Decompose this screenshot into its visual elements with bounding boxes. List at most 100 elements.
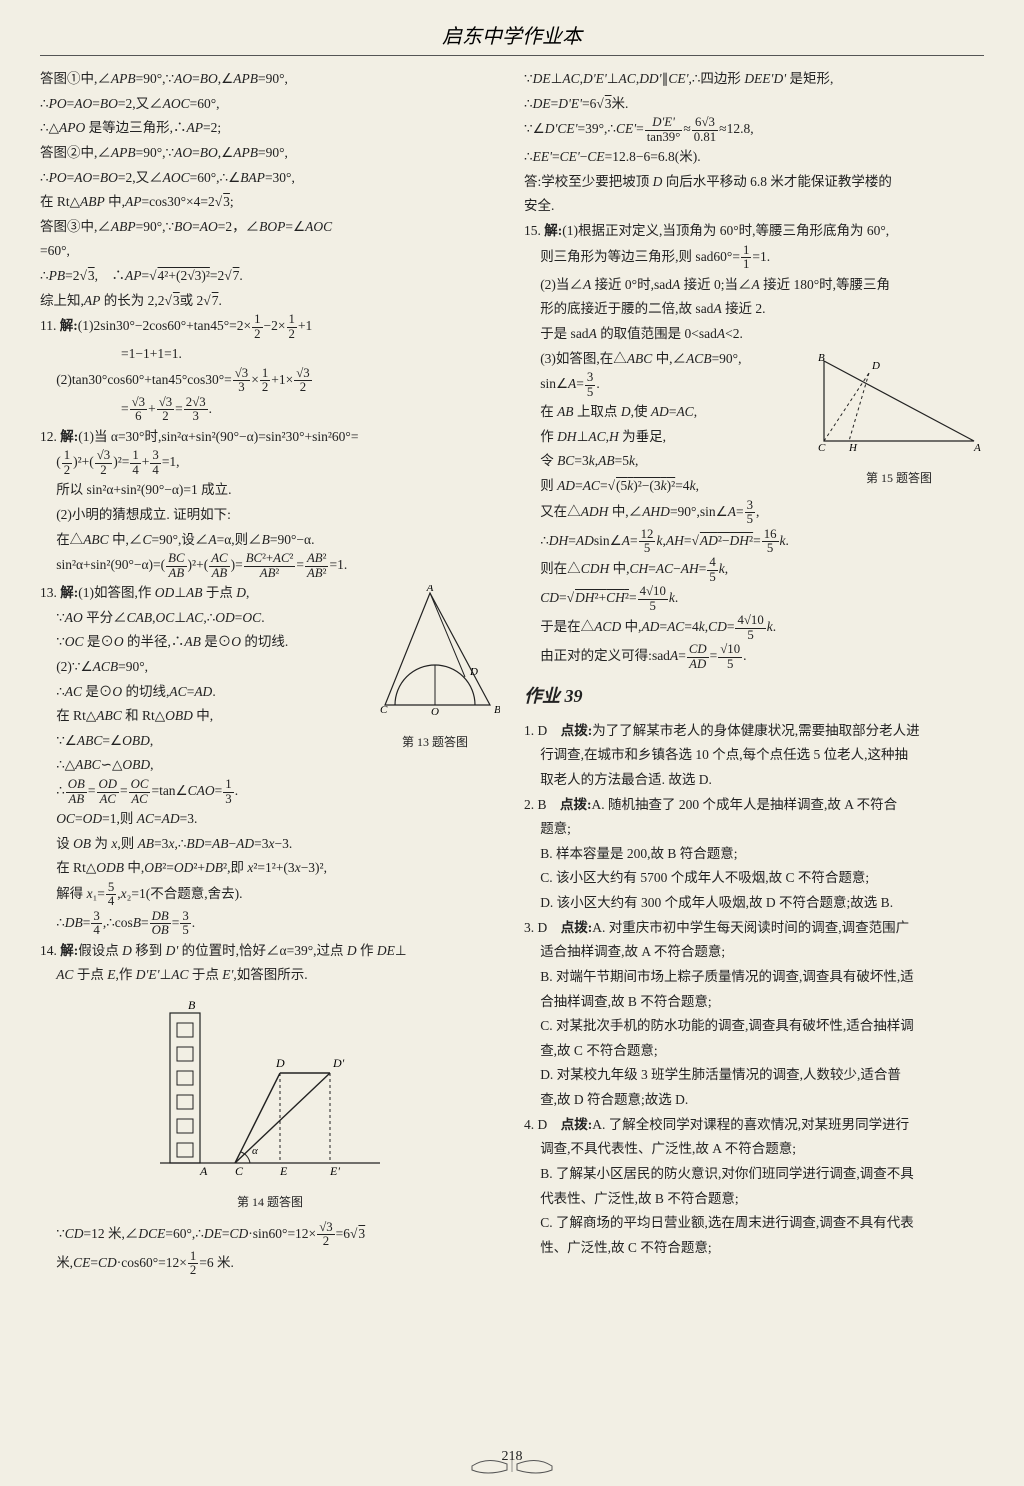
text-line: 题意; bbox=[524, 817, 984, 841]
text-line: 答图②中,∠APB=90°,∵AO=BO,∠APB=90°, bbox=[40, 141, 500, 165]
text-line: 行调查,在城市和乡镇各选 10 个点,每个点任选 5 位老人,这种抽 bbox=[524, 743, 984, 767]
text-line: C. 该小区大约有 5700 个成年人不吸烟,故 C 不符合题意; bbox=[524, 866, 984, 890]
text-line: 性、广泛性,故 C 不符合题意; bbox=[524, 1236, 984, 1260]
text-line: 查,故 D 符合题意;故选 D. bbox=[524, 1088, 984, 1112]
text-line: CD=√DH²+CH²=4√105k. bbox=[524, 585, 984, 613]
section-title: 作业 39 bbox=[524, 681, 984, 713]
figure-13-caption: 第 13 题答图 bbox=[370, 732, 500, 753]
svg-text:B: B bbox=[494, 704, 500, 716]
text-line: 米,CE=CD·cos60°=12×12=6 米. bbox=[40, 1250, 500, 1278]
figure-15-caption: 第 15 题答图 bbox=[814, 468, 984, 489]
text-line: C. 了解商场的平均日营业额,选在周末进行调查,调查不具有代表 bbox=[524, 1211, 984, 1235]
text-line: 11. 解:(1)2sin30°−2cos60°+tan45°=2×12−2×1… bbox=[40, 313, 500, 341]
text-line: 调查,不具代表性、广泛性,故 A 不符合题意; bbox=[524, 1137, 984, 1161]
text-line: =60°, bbox=[40, 239, 500, 263]
text-line: =√36+√32=2√33. bbox=[40, 396, 500, 424]
svg-text:E': E' bbox=[329, 1164, 340, 1178]
text-line: 14. 解:假设点 D 移到 D' 的位置时,恰好∠α=39°,过点 D 作 D… bbox=[40, 939, 500, 963]
text-line: 所以 sin²α+sin²(90°−α)=1 成立. bbox=[40, 478, 500, 502]
text-line: 代表性、广泛性,故 B 不符合题意; bbox=[524, 1187, 984, 1211]
text-line: B. 对端午节期间市场上粽子质量情况的调查,调查具有破坏性,适 bbox=[524, 965, 984, 989]
text-line: 3. D 点拨:A. 对重庆市初中学生每天阅读时间的调查,调查范围广 bbox=[524, 916, 984, 940]
text-line: ∴EE'=CE'−CE=12.8−6=6.8(米). bbox=[524, 145, 984, 169]
page: 启东中学作业本 答图①中,∠APB=90°,∵AO=BO,∠APB=90°,∴P… bbox=[0, 0, 1024, 1486]
text-line: ∴△APO 是等边三角形,∴AP=2; bbox=[40, 116, 500, 140]
svg-text:D: D bbox=[275, 1056, 285, 1070]
text-line: B. 了解某小区居民的防火意识,对你们班同学进行调查,调查不具 bbox=[524, 1162, 984, 1186]
text-line: 适合抽样调查,故 A 不符合题意; bbox=[524, 940, 984, 964]
figure-14-caption: 第 14 题答图 bbox=[40, 1192, 500, 1213]
text-line: 形的底接近于腰的二倍,故 sadA 接近 2. bbox=[524, 297, 984, 321]
text-line: (2)tan30°cos60°+tan45°cos30°=√33×12+1×√3… bbox=[40, 367, 500, 395]
text-line: 于是 sadA 的取值范围是 0<sadA<2. bbox=[524, 322, 984, 346]
left-column: 答图①中,∠APB=90°,∵AO=BO,∠APB=90°,∴PO=AO=BO=… bbox=[40, 66, 500, 1279]
text-line: =1−1+1=1. bbox=[40, 342, 500, 366]
svg-text:α: α bbox=[252, 1145, 258, 1157]
text-line: B. 样本容量是 200,故 B 符合题意; bbox=[524, 842, 984, 866]
text-line: ∴△ABC∽△OBD, bbox=[40, 753, 500, 777]
text-line: ∴PO=AO=BO=2,又∠AOC=60°,∴∠BAP=30°, bbox=[40, 166, 500, 190]
text-line: AC 于点 E,作 D'E'⊥AC 于点 E',如答图所示. bbox=[40, 963, 500, 987]
svg-text:D: D bbox=[469, 666, 478, 678]
text-line: 答图①中,∠APB=90°,∵AO=BO,∠APB=90°, bbox=[40, 67, 500, 91]
svg-text:C: C bbox=[818, 442, 826, 454]
text-line: OC=OD=1,则 AC=AD=3. bbox=[40, 807, 500, 831]
page-number: 218 bbox=[467, 1446, 557, 1478]
text-line: 在 Rt△ODB 中,OB²=OD²+DB²,即 x²=1²+(3x−3)², bbox=[40, 856, 500, 880]
svg-text:C: C bbox=[380, 704, 388, 716]
text-line: 15. 解:(1)根据正对定义,当顶角为 60°时,等腰三角形底角为 60°, bbox=[524, 219, 984, 243]
text-line: 则在△CDH 中,CH=AC−AH=45k, bbox=[524, 556, 984, 584]
svg-text:A: A bbox=[426, 585, 434, 594]
text-line: D. 该小区大约有 300 个成年人吸烟,故 D 不符合题意;故选 B. bbox=[524, 891, 984, 915]
text-line: 综上知,AP 的长为 2,2√3或 2√7. bbox=[40, 289, 500, 313]
text-line: ∵CD=12 米,∠DCE=60°,∴DE=CD·sin60°=12×√32=6… bbox=[40, 1221, 500, 1249]
text-line: (2)小明的猜想成立. 证明如下: bbox=[40, 503, 500, 527]
svg-text:D: D bbox=[871, 360, 880, 372]
text-line: 取老人的方法最合适. 故选 D. bbox=[524, 768, 984, 792]
svg-text:A: A bbox=[973, 442, 981, 454]
text-line: 安全. bbox=[524, 194, 984, 218]
text-line: 2. B 点拨:A. 随机抽查了 200 个成年人是抽样调查,故 A 不符合 bbox=[524, 793, 984, 817]
text-line: ∴DE=D'E'=6√3米. bbox=[524, 92, 984, 116]
svg-text:H: H bbox=[848, 442, 858, 454]
text-line: 4. D 点拨:A. 了解全校同学对课程的喜欢情况,对某班男同学进行 bbox=[524, 1113, 984, 1137]
text-line: ∴DB=34,∴cosB=DBOB=35. bbox=[40, 910, 500, 938]
text-line: D. 对某校九年级 3 班学生肺活量情况的调查,人数较少,适合普 bbox=[524, 1063, 984, 1087]
svg-text:C: C bbox=[235, 1164, 244, 1178]
text-line: ∵DE⊥AC,D'E'⊥AC,DD'∥CE',∴四边形 DEE'D' 是矩形, bbox=[524, 67, 984, 91]
figure-13: A C O B D 第 13 题答图 bbox=[370, 585, 500, 753]
text-line: 则三角形为等边三角形,则 sad60°=11=1. bbox=[524, 244, 984, 272]
page-header: 启东中学作业本 bbox=[40, 20, 984, 56]
columns: 答图①中,∠APB=90°,∵AO=BO,∠APB=90°,∴PO=AO=BO=… bbox=[40, 66, 984, 1279]
figure-15: B D C H A 第 15 题答图 bbox=[814, 351, 984, 489]
text-line: 答图③中,∠ABP=90°,∵BO=AO=2，∠BOP=∠AOC bbox=[40, 215, 500, 239]
text-line: ∴PO=AO=BO=2,又∠AOC=60°, bbox=[40, 92, 500, 116]
text-line: 1. D 点拨:为了了解某市老人的身体健康状况,需要抽取部分老人进 bbox=[524, 719, 984, 743]
text-line: 12. 解:(1)当 α=30°时,sin²α+sin²(90°−α)=sin²… bbox=[40, 425, 500, 449]
text-line: 由正对的定义可得:sadA=CDAD=√105. bbox=[524, 643, 984, 671]
svg-text:D': D' bbox=[332, 1056, 345, 1070]
text-line: 在 Rt△ABP 中,AP=cos30°×4=2√3; bbox=[40, 190, 500, 214]
text-line: 在△ABC 中,∠C=90°,设∠A=α,则∠B=90°−α. bbox=[40, 528, 500, 552]
text-line: (12)²+(√32)²=14+34=1, bbox=[40, 449, 500, 477]
svg-text:218: 218 bbox=[502, 1449, 523, 1464]
svg-text:O: O bbox=[431, 706, 439, 718]
text-line: 答:学校至少要把坡顶 D 向后水平移动 6.8 米才能保证教学楼的 bbox=[524, 170, 984, 194]
text-line: 于是在△ACD 中,AD=AC=4k,CD=4√105k. bbox=[524, 614, 984, 642]
text-line: ∴DH=ADsin∠A=125k,AH=√AD²−DH²=165k. bbox=[524, 528, 984, 556]
figure-14: α A C E E' D D' B 第 14 题答图 bbox=[40, 995, 500, 1213]
text-line: ∵∠D'CE'=39°,∴CE'=D'E'tan39°≈6√30.81≈12.8… bbox=[524, 116, 984, 144]
text-line: ∴PB=2√3, ∴AP=√4²+(2√3)²=2√7. bbox=[40, 264, 500, 288]
text-line: sin²α+sin²(90°−α)=(BCAB)²+(ACAB)=BC²+AC²… bbox=[40, 552, 500, 580]
text-line: 解得 x₁=54,x₂=1(不合题意,舍去). bbox=[40, 881, 500, 909]
text-line: 查,故 C 不符合题意; bbox=[524, 1039, 984, 1063]
text-line: 设 OB 为 x,则 AB=3x,∴BD=AB−AD=3x−3. bbox=[40, 832, 500, 856]
svg-text:B: B bbox=[818, 352, 825, 364]
svg-text:E: E bbox=[279, 1164, 288, 1178]
text-line: 合抽样调查,故 B 不符合题意; bbox=[524, 990, 984, 1014]
right-column: ∵DE⊥AC,D'E'⊥AC,DD'∥CE',∴四边形 DEE'D' 是矩形,∴… bbox=[524, 66, 984, 1279]
text-line: ∴OBAB=ODAC=OCAC=tan∠CAO=13. bbox=[40, 778, 500, 806]
svg-text:A: A bbox=[199, 1164, 208, 1178]
text-line: (2)当∠A 接近 0°时,sadA 接近 0;当∠A 接近 180°时,等腰三… bbox=[524, 273, 984, 297]
text-line: 又在△ADH 中,∠AHD=90°,sin∠A=35, bbox=[524, 499, 984, 527]
